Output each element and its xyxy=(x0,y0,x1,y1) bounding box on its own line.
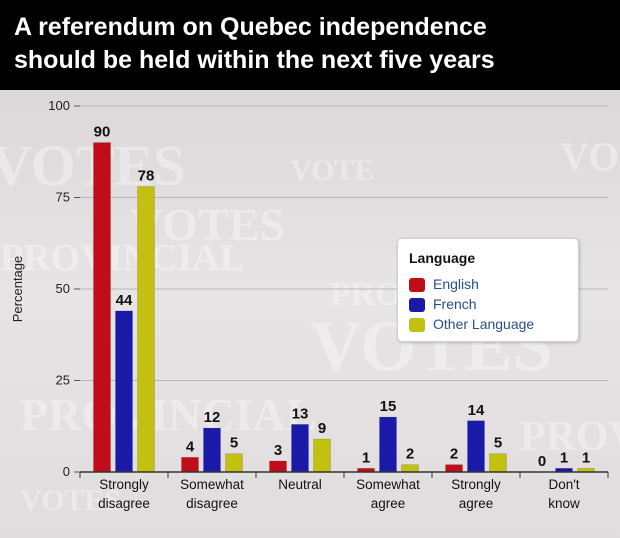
background-watermark-text: VOTES xyxy=(130,199,285,250)
x-category-label: agree xyxy=(371,496,406,511)
data-label-other-language: 5 xyxy=(494,435,502,452)
bar-french xyxy=(379,416,397,473)
bar-other-language xyxy=(225,453,243,473)
bar-other-language xyxy=(489,453,507,473)
legend-swatch-english xyxy=(409,278,425,292)
background-watermark-text: PROVINCIAL VOTES xyxy=(520,414,620,460)
bar-french xyxy=(203,427,221,473)
bar-other-language xyxy=(401,464,419,473)
legend-label-french: French xyxy=(433,296,477,312)
x-category-label: Neutral xyxy=(278,477,322,492)
legend: Language English French Other Language xyxy=(397,238,579,342)
y-tick-label: 75 xyxy=(56,190,70,205)
data-label-other-language: 78 xyxy=(138,168,155,185)
y-tick-label: 50 xyxy=(56,281,70,296)
legend-swatch-other-language xyxy=(409,318,425,332)
bar-french xyxy=(291,424,309,473)
bar-other-language xyxy=(137,186,155,473)
x-category-label: Strongly xyxy=(99,477,149,492)
legend-label-other-language: Other Language xyxy=(433,316,535,332)
x-category-label: Somewhat xyxy=(356,477,420,492)
x-category-label: Don't xyxy=(548,477,579,492)
data-label-english: 2 xyxy=(450,446,458,463)
x-category-label: disagree xyxy=(98,496,150,511)
legend-title: Language xyxy=(409,250,476,266)
data-label-french: 44 xyxy=(116,292,133,309)
chart-title-line-1: A referendum on Quebec independence xyxy=(14,13,487,41)
bar-english xyxy=(269,460,287,473)
data-label-french: 1 xyxy=(560,449,568,466)
background-watermark-text: VOTES xyxy=(0,133,185,198)
y-tick-label: 0 xyxy=(63,464,70,479)
background-watermark-text: PROVINCIAL xyxy=(0,237,245,279)
data-label-french: 14 xyxy=(468,402,485,419)
x-category-label: disagree xyxy=(186,496,238,511)
data-label-other-language: 2 xyxy=(406,446,414,463)
background-watermark-text: VOTES xyxy=(20,484,121,517)
bar-english xyxy=(181,457,199,473)
data-label-english: 1 xyxy=(362,449,370,466)
background-watermark-text: VOTE xyxy=(290,154,374,187)
bar-english xyxy=(445,464,463,473)
bar-french xyxy=(467,420,485,473)
chart-title-line-2: should be held within the next five year… xyxy=(14,46,495,74)
title-bar: A referendum on Quebec independence shou… xyxy=(0,0,620,90)
y-tick-label: 25 xyxy=(56,373,70,388)
chart-area: VOTESPROVINCIALPROVINCIALVOTESPROVINCIAL… xyxy=(0,90,620,538)
bar-english xyxy=(93,142,111,473)
data-label-english: 0 xyxy=(538,453,546,470)
y-tick-label: 100 xyxy=(48,98,70,113)
data-label-other-language: 5 xyxy=(230,435,238,452)
y-axis-title: Percentage xyxy=(10,256,25,323)
data-label-other-language: 1 xyxy=(582,449,590,466)
data-label-other-language: 9 xyxy=(318,420,326,437)
bar-french xyxy=(115,310,133,473)
data-label-french: 13 xyxy=(292,405,309,422)
background-watermark-text: VOTES xyxy=(560,134,620,179)
legend-label-english: English xyxy=(433,276,479,292)
x-category-label: Somewhat xyxy=(180,477,244,492)
legend-swatch-french xyxy=(409,298,425,312)
data-label-english: 90 xyxy=(94,124,111,141)
bar-other-language xyxy=(313,438,331,473)
data-label-english: 4 xyxy=(186,438,195,455)
x-category-label: agree xyxy=(459,496,494,511)
data-label-french: 12 xyxy=(204,409,221,426)
x-category-label: Strongly xyxy=(451,477,501,492)
background-watermark-text: PROVINCIAL xyxy=(20,389,316,440)
data-label-french: 15 xyxy=(380,398,397,415)
x-category-label: know xyxy=(548,496,580,511)
data-label-english: 3 xyxy=(274,442,282,459)
